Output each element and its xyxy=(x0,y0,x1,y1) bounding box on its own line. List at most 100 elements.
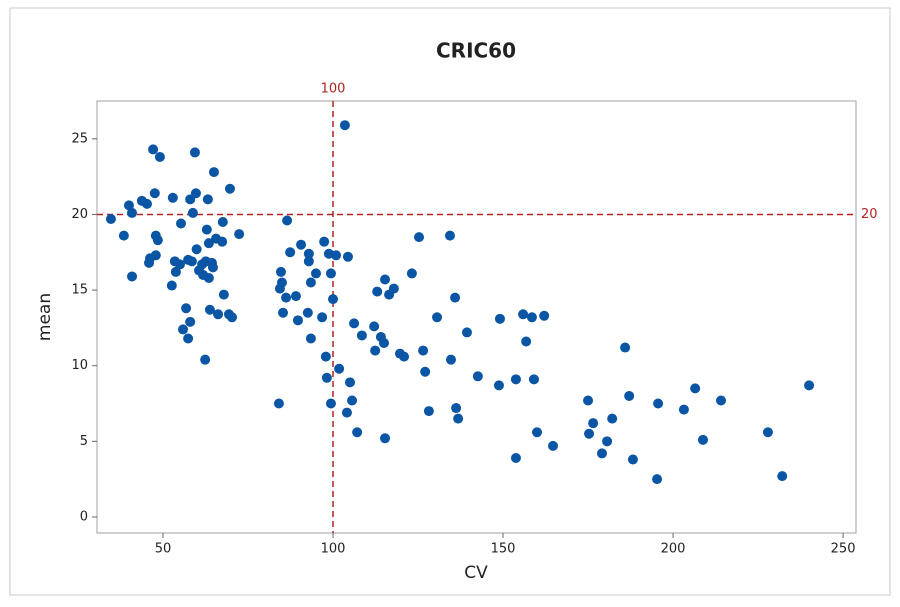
point xyxy=(191,244,202,255)
point xyxy=(341,407,352,418)
point xyxy=(432,312,443,323)
point xyxy=(327,294,338,305)
point xyxy=(450,292,461,303)
point xyxy=(317,312,328,323)
y-tick-label: 5 xyxy=(80,434,88,449)
point xyxy=(334,363,345,374)
point xyxy=(602,436,613,447)
point xyxy=(203,272,214,283)
point xyxy=(406,268,417,279)
point xyxy=(118,230,129,241)
point xyxy=(369,321,380,332)
point xyxy=(224,183,235,194)
point xyxy=(528,374,539,385)
point xyxy=(624,390,635,401)
point xyxy=(339,120,350,131)
point xyxy=(185,194,196,205)
point xyxy=(349,318,360,329)
x-tick-label: 50 xyxy=(155,542,172,557)
point xyxy=(420,366,431,377)
y-tick-label: 15 xyxy=(71,283,88,298)
point xyxy=(234,229,245,240)
point xyxy=(583,395,594,406)
point xyxy=(207,262,218,273)
point xyxy=(201,224,212,235)
plot-frame xyxy=(96,100,857,534)
point xyxy=(305,333,316,344)
point xyxy=(321,372,332,383)
point xyxy=(453,413,464,424)
y-tick-label: 10 xyxy=(71,358,88,373)
point xyxy=(227,312,238,323)
point xyxy=(372,286,383,297)
point xyxy=(423,406,434,417)
chart-title: CRIC60 xyxy=(436,39,516,63)
y-axis-title: mean xyxy=(35,293,55,341)
y-tick-label: 25 xyxy=(71,131,88,146)
point xyxy=(278,307,289,318)
point xyxy=(150,250,161,261)
point xyxy=(127,207,138,218)
point xyxy=(697,434,708,445)
point xyxy=(370,345,381,356)
point xyxy=(148,144,159,155)
point xyxy=(379,338,390,349)
point xyxy=(189,147,200,158)
point xyxy=(518,309,529,320)
point xyxy=(399,351,410,362)
point xyxy=(166,280,177,291)
point xyxy=(352,427,363,438)
point xyxy=(380,274,391,285)
point xyxy=(218,289,229,300)
point xyxy=(175,218,186,229)
point xyxy=(273,398,284,409)
point xyxy=(320,351,331,362)
point xyxy=(472,371,483,382)
point xyxy=(596,448,607,459)
point xyxy=(444,230,455,241)
point xyxy=(627,454,638,465)
point xyxy=(521,336,532,347)
point xyxy=(347,395,358,406)
point xyxy=(105,213,116,224)
point xyxy=(325,398,336,409)
x-tick-label: 200 xyxy=(661,542,686,557)
point xyxy=(217,217,228,228)
point xyxy=(690,383,701,394)
point xyxy=(208,167,219,178)
point xyxy=(185,316,196,327)
point xyxy=(762,427,773,438)
point xyxy=(170,266,181,277)
point xyxy=(285,247,296,258)
point xyxy=(451,403,462,414)
point xyxy=(345,377,355,388)
point xyxy=(804,380,815,391)
point xyxy=(493,380,504,391)
point xyxy=(539,310,550,321)
point xyxy=(200,354,211,365)
point xyxy=(494,313,505,324)
point xyxy=(149,188,160,199)
point xyxy=(275,266,286,277)
y-tick-label: 0 xyxy=(80,509,88,524)
point xyxy=(303,248,314,259)
point xyxy=(178,324,189,335)
point xyxy=(213,309,224,320)
point xyxy=(296,239,307,250)
point xyxy=(127,271,138,282)
point xyxy=(203,238,214,249)
point xyxy=(652,474,663,485)
point xyxy=(620,342,631,353)
point xyxy=(167,192,178,203)
point xyxy=(331,250,342,261)
point xyxy=(217,236,228,247)
point xyxy=(510,452,521,463)
point xyxy=(380,433,391,444)
point xyxy=(302,307,313,318)
point xyxy=(356,330,367,341)
point xyxy=(183,333,194,344)
x-tick-label: 250 xyxy=(831,542,856,557)
point xyxy=(715,395,726,406)
